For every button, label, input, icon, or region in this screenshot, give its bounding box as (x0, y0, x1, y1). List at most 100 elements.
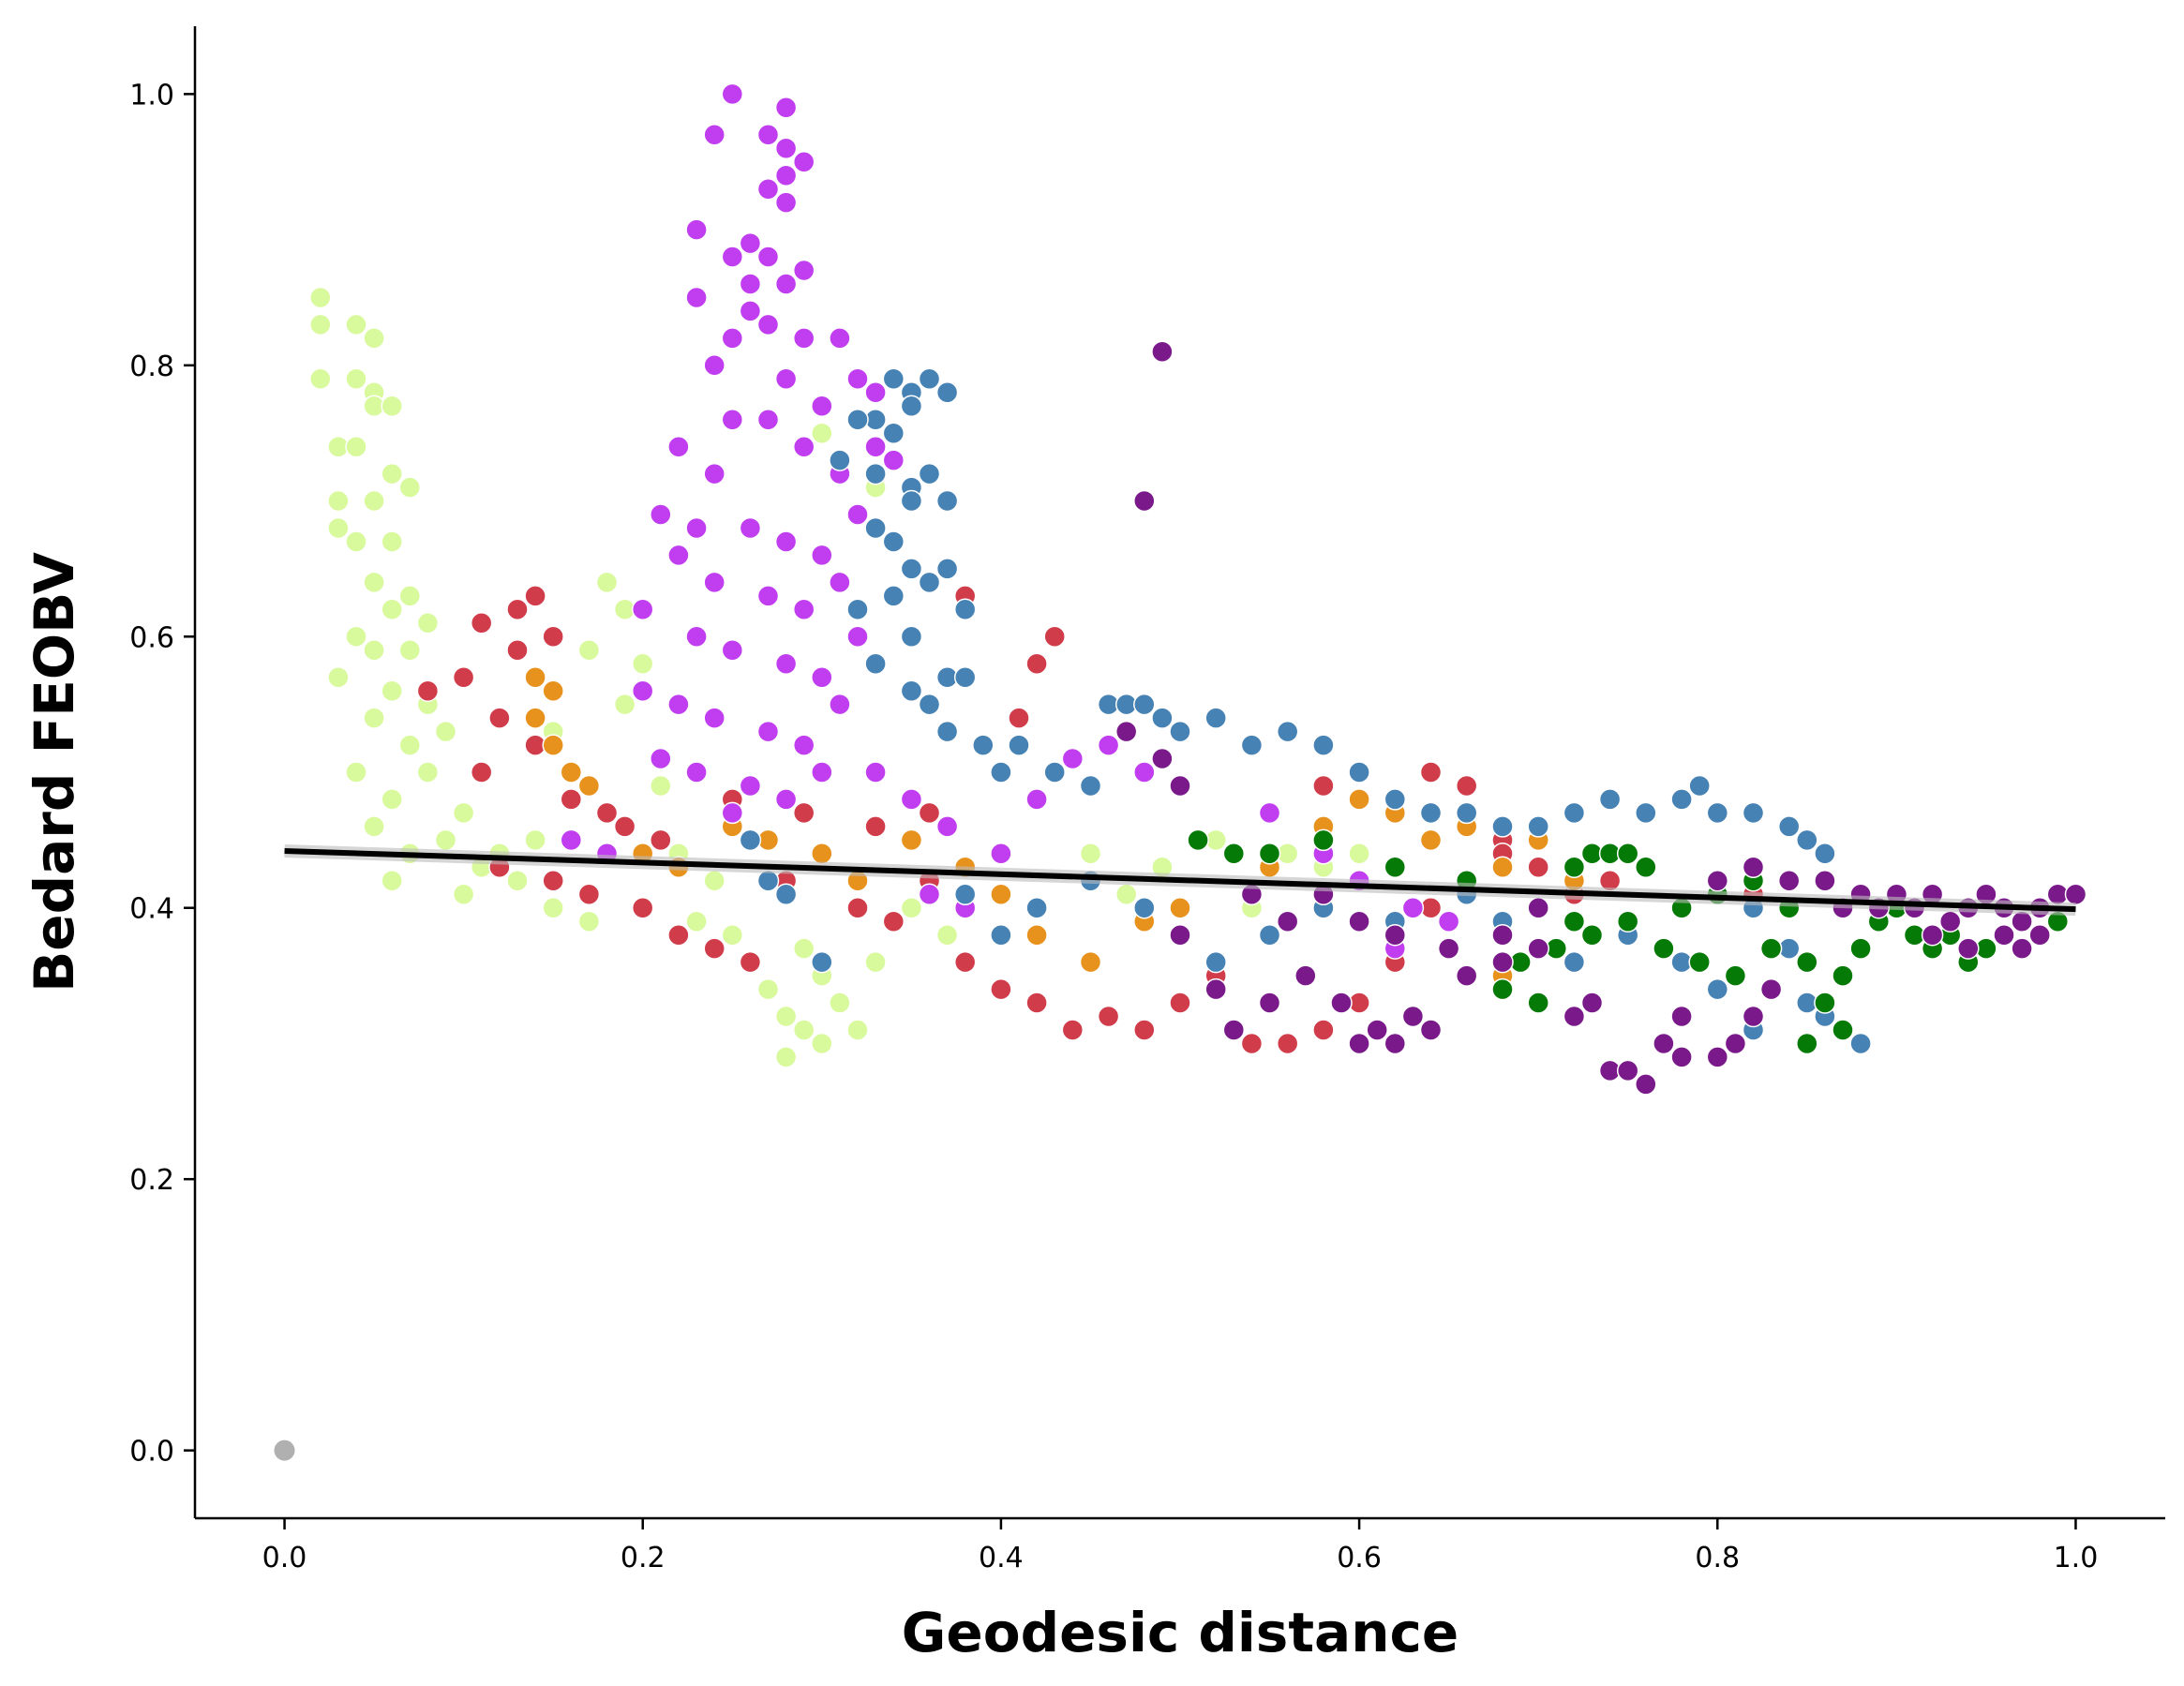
data-point-light-green (398, 585, 422, 607)
data-point-light-green (345, 435, 367, 458)
data-point-purple (1419, 1019, 1443, 1041)
data-point-purple (2028, 923, 2051, 947)
data-point-light-green (309, 286, 332, 309)
data-point-red (506, 638, 529, 662)
data-point-magenta (774, 191, 798, 214)
data-point-light-green (416, 612, 440, 634)
data-point-dark-green (1688, 950, 1711, 974)
data-point-purple (1993, 923, 2015, 947)
data-point-purple (1437, 937, 1460, 960)
data-point-magenta (774, 530, 798, 553)
y-tick-label: 1.0 (129, 79, 174, 112)
data-point-orange (524, 665, 546, 689)
data-point-dark-green (1832, 1019, 1854, 1041)
data-point-orange (1348, 788, 1370, 811)
data-point-purple (1204, 977, 1227, 1001)
data-point-steel-blue (864, 652, 887, 675)
data-point-magenta (918, 883, 941, 906)
data-point-steel-blue (1849, 1032, 1872, 1055)
data-point-dark-green (1849, 937, 1872, 960)
data-point-light-green (811, 1032, 833, 1055)
data-point-light-green (363, 571, 385, 594)
data-point-steel-blue (935, 720, 959, 743)
data-point-red (667, 923, 690, 947)
data-point-red (560, 788, 583, 811)
data-point-magenta (721, 638, 744, 662)
data-point-purple (1455, 964, 1478, 987)
data-point-steel-blue (846, 408, 869, 431)
data-point-dark-green (1491, 977, 1514, 1001)
data-point-steel-blue (864, 462, 887, 485)
data-point-light-green (631, 652, 654, 675)
data-point-steel-blue (1204, 950, 1227, 974)
data-point-magenta (846, 367, 869, 391)
data-point-steel-blue (1151, 707, 1174, 729)
x-tick-label: 0.6 (1337, 1542, 1382, 1574)
data-point-orange (560, 761, 583, 783)
y-tick-label: 0.8 (129, 351, 174, 383)
data-point-purple (1384, 1032, 1407, 1055)
data-point-magenta (756, 124, 780, 146)
data-point-magenta (721, 408, 744, 431)
data-point-steel-blue (1527, 815, 1549, 838)
data-point-purple (1580, 992, 1604, 1014)
data-point-light-green (381, 679, 403, 702)
data-point-magenta (667, 544, 690, 567)
data-point-light-green (327, 665, 350, 689)
data-point-light-green (381, 530, 403, 553)
data-point-magenta (650, 503, 672, 526)
data-point-red (918, 801, 941, 825)
data-point-red (650, 828, 672, 852)
data-point-purple (1133, 489, 1156, 513)
data-point-red (1025, 992, 1048, 1014)
data-point-magenta (792, 150, 815, 173)
data-point-dark-green (1796, 1032, 1818, 1055)
data-point-red (470, 612, 493, 634)
data-point-light-green (345, 530, 367, 553)
data-point-magenta (846, 503, 869, 526)
data-point-light-green (811, 422, 833, 444)
data-point-dark-green (1653, 937, 1675, 960)
data-point-magenta (703, 124, 726, 146)
data-point-orange (1419, 828, 1443, 852)
y-axis-label: Bedard FEOBV (22, 552, 86, 992)
data-point-purple (1777, 870, 1801, 892)
data-point-light-green (935, 923, 959, 947)
data-point-steel-blue (1598, 788, 1622, 811)
data-point-purple (1742, 856, 1765, 879)
x-tick-label: 0.0 (262, 1542, 307, 1574)
data-point-steel-blue (1706, 977, 1729, 1001)
data-point-purple (1670, 1005, 1693, 1028)
data-point-steel-blue (1796, 828, 1818, 852)
data-point-orange (1491, 856, 1514, 879)
data-point-light-green (416, 761, 440, 783)
data-point-light-green (363, 638, 385, 662)
data-point-steel-blue (1348, 761, 1370, 783)
regression-fit (284, 843, 2076, 917)
data-point-steel-blue (1384, 788, 1407, 811)
data-point-magenta (1258, 801, 1281, 825)
data-point-steel-blue (1706, 801, 1729, 825)
data-point-magenta (792, 435, 815, 458)
data-point-light-green (398, 734, 422, 756)
data-point-dark-green (1527, 992, 1549, 1014)
data-point-orange (542, 679, 564, 702)
data-point-light-green (829, 992, 851, 1014)
data-point-purple (1401, 1005, 1425, 1028)
data-point-steel-blue (756, 870, 780, 892)
data-point-dark-green (1222, 843, 1246, 865)
data-point-red (631, 896, 654, 919)
x-axis-label: Geodesic distance (902, 1601, 1458, 1664)
y-ticks: 0.0 0.2 0.4 0.6 0.8 1.0 (129, 79, 195, 1469)
data-point-magenta (864, 381, 887, 404)
data-point-purple (1921, 923, 1944, 947)
data-point-purple (1384, 923, 1407, 947)
data-point-red (1061, 1019, 1085, 1041)
data-point-light-green (1079, 843, 1102, 865)
data-point-light-green (650, 774, 672, 798)
data-point-light-green (864, 950, 887, 974)
data-point-steel-blue (1043, 761, 1066, 783)
data-point-red (1169, 992, 1191, 1014)
data-point-light-green (345, 367, 367, 391)
